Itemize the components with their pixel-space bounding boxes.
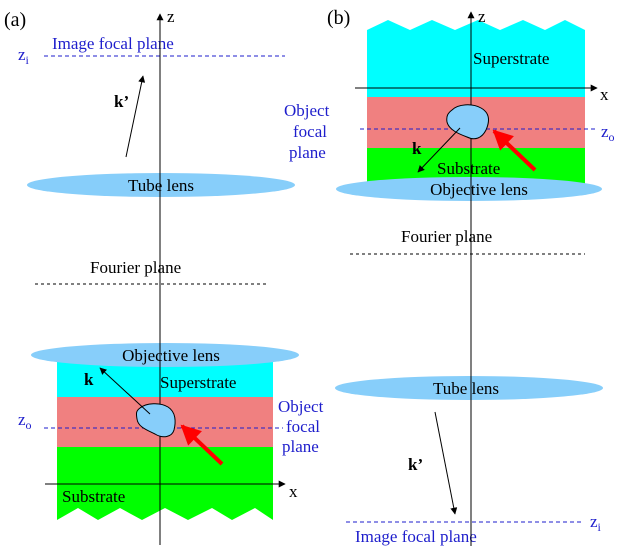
k-prime-arrow (125, 75, 146, 158)
superstrate-layer (57, 362, 273, 397)
substrate-label: Substrate (437, 159, 500, 178)
fourier-plane-label: Fourier plane (90, 258, 181, 277)
incident-arrow (180, 424, 224, 466)
substrate-label: Substrate (62, 487, 125, 506)
zo-label: zo (601, 122, 615, 144)
k-label: k (412, 139, 422, 158)
tube-lens (335, 376, 603, 400)
fourier-plane-label: Fourier plane (401, 227, 492, 246)
k-prime-label: k’ (408, 455, 423, 474)
panel-b: (b) Superstrate Substrate Objective lens… (284, 7, 615, 546)
x-axis-label: x (289, 482, 298, 501)
k-prime-arrow (434, 411, 458, 515)
x-axis-label: x (600, 85, 609, 104)
incident-arrow (492, 129, 537, 172)
superstrate-label: Superstrate (160, 373, 236, 392)
objective-lens (31, 343, 299, 367)
k-label: k (84, 370, 94, 389)
tube-lens-label: Tube lens (128, 176, 194, 195)
image-focal-plane-label: Image focal plane (355, 527, 477, 546)
panel-b-label: (b) (327, 7, 350, 29)
panel-a-label: (a) (4, 9, 26, 31)
zi-label: zi (18, 45, 30, 67)
objective-lens (336, 177, 602, 201)
k-arrow (417, 127, 461, 173)
sample-particle (135, 403, 176, 438)
object-focal-plane-label: Object focal plane (284, 101, 334, 162)
object-focal-plane-label: Object focal plane (278, 397, 328, 456)
k-prime-label: k’ (114, 92, 129, 111)
panel-a: (a) Superstrate Substrate Tube lens Obje… (4, 7, 328, 545)
k-arrow (99, 367, 151, 415)
z-axis-label: z (478, 7, 486, 26)
image-focal-plane-label: Image focal plane (52, 34, 174, 53)
objective-lens-label: Objective lens (430, 180, 528, 199)
zi-label: zi (590, 512, 602, 534)
tube-lens (27, 173, 295, 197)
tube-lens-label: Tube lens (433, 379, 499, 398)
objective-lens-label: Objective lens (122, 346, 220, 365)
z-axis-label: z (167, 7, 175, 26)
zo-label: zo (18, 410, 32, 432)
superstrate-label: Superstrate (473, 49, 549, 68)
superstrate-layer (367, 20, 585, 97)
